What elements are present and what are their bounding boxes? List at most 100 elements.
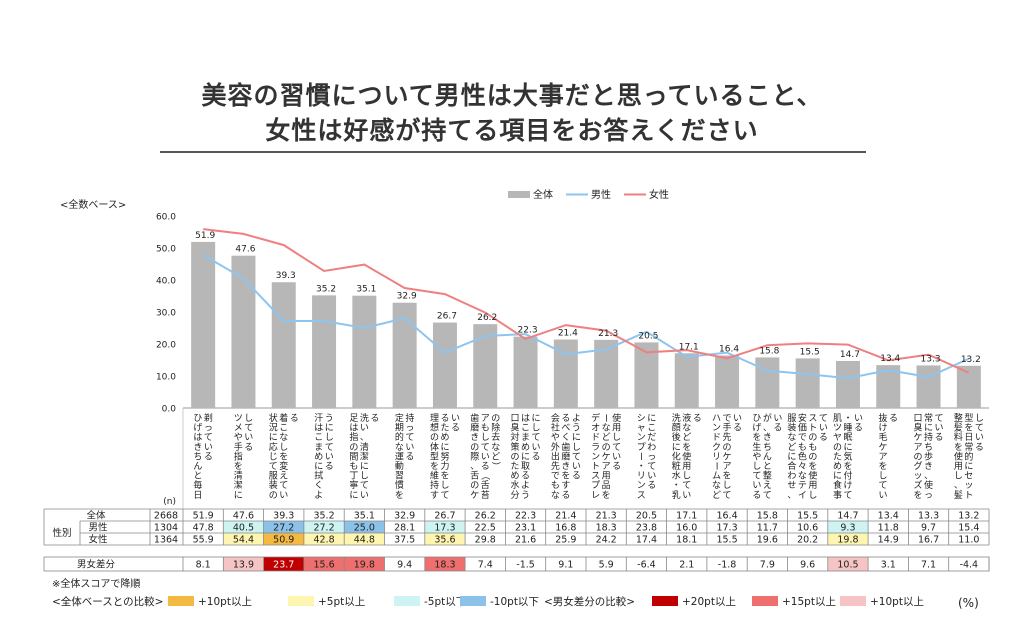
table-cell-female: 37.5: [394, 535, 415, 546]
category-label-char: 整: [763, 470, 772, 482]
table-cell-male: 17.3: [434, 523, 455, 534]
table-cell-female: 42.8: [313, 535, 334, 546]
category-label-char: 装: [787, 422, 796, 434]
category-label-char: 液: [682, 412, 691, 424]
category-label-char: プ: [637, 442, 646, 453]
y-tick-label: 20.0: [156, 341, 176, 351]
bar-data-label: 14.7: [840, 350, 860, 360]
legend-item-label: +5pt以上: [318, 596, 366, 608]
category-label-char: て: [723, 491, 732, 501]
category-label-char: や: [234, 432, 243, 443]
category-label-char: る: [975, 442, 984, 453]
bar-total: [513, 336, 538, 408]
category-label-char: ア: [481, 414, 490, 424]
category-label-char: る: [572, 471, 581, 482]
category-label-char: わ: [787, 471, 796, 482]
category-label-char: セ: [964, 471, 973, 482]
category-label-char: い: [572, 462, 581, 472]
category-label-char: 先: [551, 460, 560, 472]
table-cell-diff: 18.3: [434, 560, 455, 571]
category-label-char: ケ: [470, 490, 479, 501]
table-cell-male: 27.2: [313, 523, 334, 534]
category-label-char: こ: [647, 424, 656, 434]
category-label-char: い: [279, 491, 288, 501]
table-cell-total: 21.4: [555, 511, 576, 522]
category-label-char: る: [733, 423, 742, 434]
table-cell-male: 18.3: [596, 523, 617, 534]
category-label-char: て: [935, 414, 944, 424]
table-cell-diff: 7.4: [478, 560, 493, 571]
category-label-char: 況: [269, 423, 278, 434]
category-label-char: て: [612, 443, 621, 453]
category-label-char: い: [451, 414, 460, 424]
category-label-char: き: [924, 461, 933, 472]
legend-swatch: [394, 596, 420, 606]
category-label-char: ズ: [914, 479, 923, 491]
category-label-char: げ: [193, 423, 202, 434]
category-label-char: で: [723, 414, 732, 424]
legend-swatch: [168, 596, 194, 606]
category-label-char: て: [269, 462, 278, 472]
category-label-char: し: [752, 461, 761, 472]
category-label-char: ン: [712, 424, 721, 434]
category-label-char: る: [854, 423, 863, 434]
category-label-char: の: [430, 433, 439, 443]
table-cell-total: 13.4: [878, 511, 899, 522]
category-label-char: ん: [193, 461, 202, 472]
table-cell-diff: 15.6: [313, 560, 334, 571]
cell-highlight: [827, 521, 869, 533]
category-label-char: 、: [763, 424, 772, 434]
table-cell-female: 11.0: [958, 535, 979, 546]
legend-swatch: [652, 596, 678, 606]
category-label-char: る: [290, 413, 299, 424]
category-label-char: め: [521, 442, 530, 453]
table-cell-diff: 9.1: [558, 560, 573, 571]
bar-data-label: 15.5: [800, 347, 820, 357]
table-cell-total: 17.1: [676, 511, 697, 522]
category-label-char: 努: [440, 450, 449, 462]
y-tick-label: 10.0: [156, 373, 176, 383]
category-label-char: る: [561, 490, 570, 501]
category-label-char: 睡: [843, 422, 852, 434]
category-label-char: げ: [752, 423, 761, 434]
row-label-diff: 男女差分: [77, 559, 116, 571]
table-cell-total: 32.9: [394, 511, 415, 522]
bar-data-label: 35.2: [316, 284, 336, 294]
category-label-char: い: [532, 443, 541, 453]
category-label-char: し: [954, 471, 963, 482]
category-label-char: し: [481, 432, 490, 443]
sort-footnote: ※全体スコアで降順: [52, 579, 141, 590]
category-label-char: 拭: [314, 470, 323, 482]
table-cell-total: 13.2: [958, 511, 979, 522]
category-label-char: め: [440, 432, 449, 443]
legend-item-label: +20pt以上: [682, 596, 736, 608]
category-label-char: 、: [924, 472, 933, 482]
category-label-char: 用: [612, 423, 621, 434]
category-label-char: て: [325, 443, 334, 453]
category-label-char: な: [551, 490, 560, 501]
category-label-char: る: [440, 413, 449, 424]
category-label-char: 歯: [470, 412, 479, 424]
category-label-char: の: [808, 433, 817, 443]
category-label-char: レ: [591, 491, 600, 501]
legend-swatch: [840, 596, 866, 606]
category-label-char: 持: [430, 479, 439, 491]
category-label-char: 寧: [349, 479, 358, 491]
category-label-char: て: [647, 462, 656, 472]
table-cell-diff: 5.9: [599, 560, 614, 571]
category-label-char: ）: [490, 461, 501, 470]
table-cell-female: 20.2: [797, 535, 818, 546]
category-label-char: わ: [647, 442, 656, 453]
category-label-char: い: [405, 443, 414, 453]
category-label-char: ト: [808, 424, 817, 434]
category-label-char: ケ: [602, 451, 611, 462]
cell-highlight: [344, 533, 385, 545]
category-label-char: て: [279, 481, 288, 491]
table-cell-diff: 9.4: [397, 560, 412, 571]
category-label-char: ド: [712, 433, 721, 443]
category-label-char: ま: [521, 432, 530, 443]
cell-highlight: [827, 533, 869, 545]
bar-total: [191, 241, 216, 408]
category-label-char: て: [682, 481, 691, 491]
category-label-char: の: [808, 452, 817, 462]
